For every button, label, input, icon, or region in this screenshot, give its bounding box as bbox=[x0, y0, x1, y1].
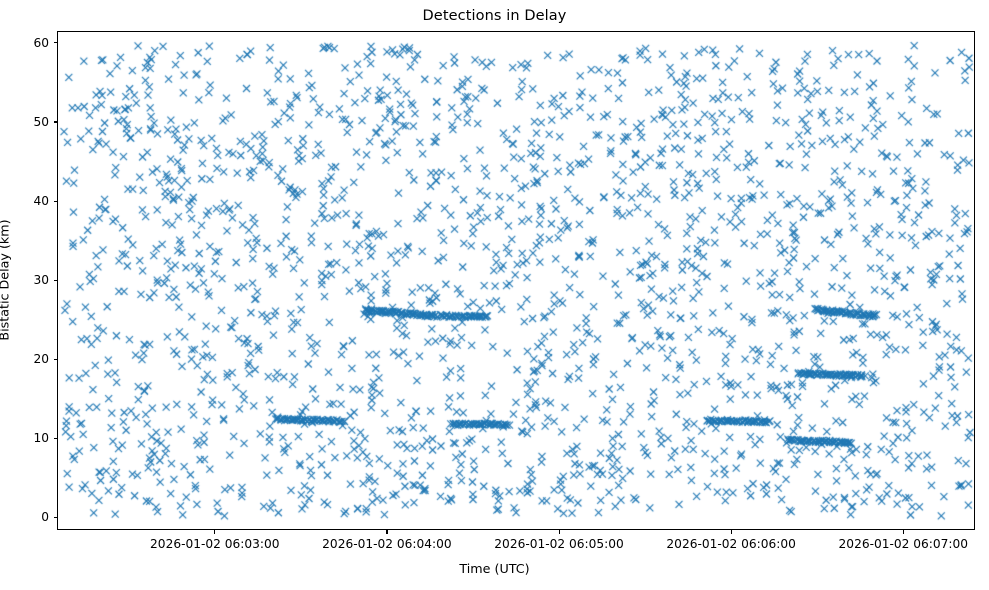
y-tick-mark bbox=[53, 121, 57, 123]
x-tick-mark bbox=[902, 530, 904, 534]
y-tick-label: 20 bbox=[33, 352, 49, 367]
y-tick-label: 60 bbox=[33, 35, 49, 50]
y-tick-label: 0 bbox=[41, 510, 49, 525]
scatter-points-layer bbox=[58, 32, 974, 529]
x-tick-label: 2026-01-02 06:04:00 bbox=[322, 537, 452, 551]
y-tick-label: 10 bbox=[33, 431, 49, 446]
x-tick-mark bbox=[558, 530, 560, 534]
x-axis-label: Time (UTC) bbox=[459, 561, 530, 576]
x-tick-label: 2026-01-02 06:03:00 bbox=[150, 537, 280, 551]
y-tick-label: 50 bbox=[33, 114, 49, 129]
y-tick-label: 40 bbox=[33, 194, 49, 209]
x-tick-label: 2026-01-02 06:05:00 bbox=[494, 537, 624, 551]
y-tick-label: 30 bbox=[33, 273, 49, 288]
y-tick-mark bbox=[53, 42, 57, 44]
y-tick-mark bbox=[53, 516, 57, 518]
x-tick-mark bbox=[214, 530, 216, 534]
y-tick-mark bbox=[53, 437, 57, 439]
x-tick-label: 2026-01-02 06:06:00 bbox=[666, 537, 796, 551]
plot-area bbox=[57, 31, 975, 530]
x-tick-mark bbox=[730, 530, 732, 534]
x-tick-label: 2026-01-02 06:07:00 bbox=[838, 537, 969, 551]
y-tick-mark bbox=[53, 200, 57, 202]
y-tick-mark bbox=[53, 279, 57, 281]
x-tick-mark bbox=[386, 530, 388, 534]
chart-title: Detections in Delay bbox=[422, 8, 567, 24]
y-tick-mark bbox=[53, 358, 57, 360]
